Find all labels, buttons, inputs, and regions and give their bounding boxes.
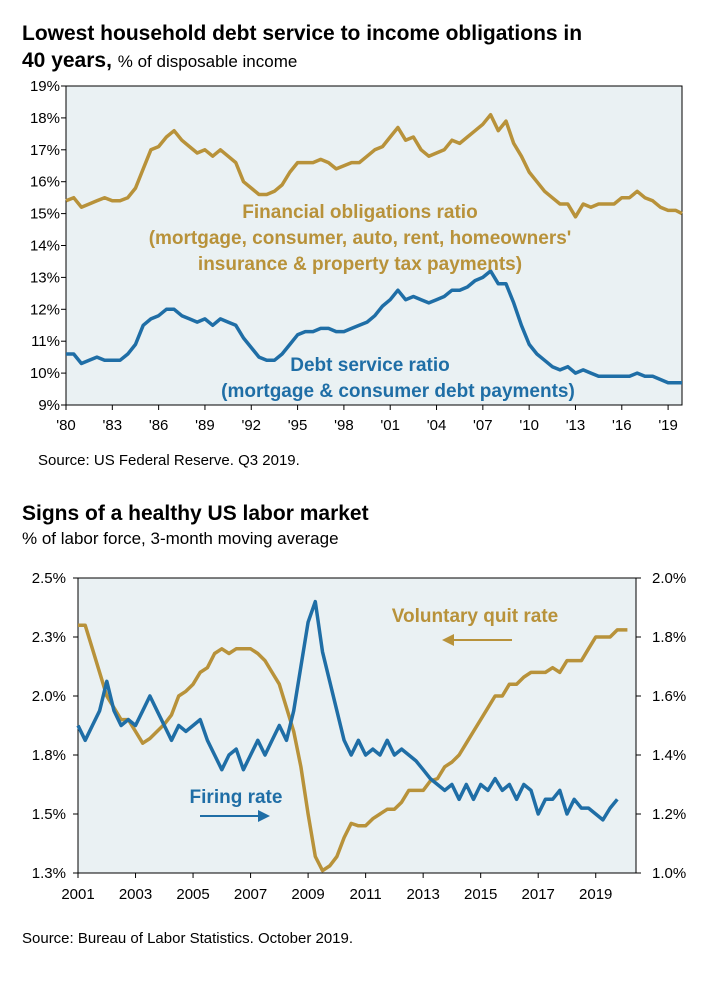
chart1-title-line2: 40 years,	[22, 49, 112, 72]
chart2-xtick-label: 2011	[349, 886, 381, 903]
chart2-svg: 1.3% 1.5% 1.8% 2.0% 2.3% 2.5% 1.0% 1.2% 1.4% 1.6%…	[32, 570, 686, 903]
chart2-header: Signs of a healthy US labor market % of …	[22, 500, 369, 551]
chart2-quit-arrow-head	[442, 634, 454, 646]
chart2-xtick-label: 2007	[234, 886, 267, 903]
chart2-source: Source: Bureau of Labor Statistics. Octo…	[22, 930, 354, 947]
chart1-xtick-label: '95	[288, 417, 308, 434]
chart1-series-label-financial-obligations: (mortgage, consumer, auto, rent, homeown…	[149, 228, 572, 249]
chart1-svg: 9% 10% 11% 12% 13% 14% 15% 16% 17% 18% 19% '80 '83 '8…	[30, 78, 683, 434]
chart2-xtick-label: 2013	[406, 886, 439, 903]
chart1-ytick-label: 11%	[31, 333, 60, 350]
chart1-source: Source: US Federal Reserve. Q3 2019.	[38, 452, 300, 469]
chart1-series-line-financial-obligations	[65, 112, 683, 219]
chart1-series-label-debt-service: (mortgage & consumer debt payments)	[221, 381, 575, 402]
chart2-xtick-label: 2003	[119, 886, 152, 903]
chart1-xtick-label: '10	[519, 417, 539, 434]
chart1-xtick-label: '07	[473, 417, 493, 434]
chart1-series-label-financial-obligations: Financial obligations ratio	[242, 202, 477, 223]
chart1-xtick-label: '83	[103, 417, 123, 434]
chart1-series-line-debt-service	[66, 269, 682, 385]
chart2-title: Signs of a healthy US labor market	[22, 502, 369, 525]
chart2-left-ytick-label: 2.0%	[32, 688, 66, 705]
chart2-left-ytick-label: 1.5%	[32, 806, 66, 823]
chart1-ytick-label: 13%	[30, 269, 60, 286]
chart2-xtick-label: 2009	[291, 886, 324, 903]
chart2-xtick-label: 2015	[464, 886, 497, 903]
chart1-series-label-debt-service: Debt service ratio	[290, 355, 449, 376]
chart2-left-ytick-label: 1.3%	[32, 865, 66, 882]
chart1-ytick-label: 12%	[30, 301, 60, 318]
chart1-title-line1: Lowest household debt service to income …	[22, 22, 583, 45]
chart1-xtick-label: '01	[380, 417, 400, 434]
chart2-subtitle: % of labor force, 3-month moving average	[22, 529, 339, 548]
chart1-xtick-label: '04	[427, 417, 447, 434]
chart1-xtick-label: '89	[195, 417, 215, 434]
chart1-plot-area	[65, 85, 683, 406]
chart1-ytick-label: 14%	[30, 238, 60, 255]
chart1-xtick-label: '16	[612, 417, 632, 434]
chart1-ytick-label: 10%	[30, 365, 60, 382]
chart2-xtick-label: 2017	[522, 886, 555, 903]
chart2-series-line-firing-rate	[76, 599, 619, 822]
chart2-left-ytick-label: 2.5%	[32, 570, 66, 587]
chart2-series-line-quit-rate	[78, 623, 628, 873]
chart2-right-ytick-label: 1.4%	[652, 747, 686, 764]
chart1-ytick-label: 19%	[30, 78, 60, 95]
chart1-ytick-label: 17%	[30, 142, 60, 159]
chart2-firing-arrow-head	[258, 810, 270, 822]
chart2-right-ytick-label: 1.2%	[652, 806, 686, 823]
chart2-xtick-label: 2005	[176, 886, 209, 903]
chart2-right-ytick-label: 1.8%	[652, 629, 686, 646]
chart1-xtick-label: '98	[334, 417, 354, 434]
chart1-ytick-label: 18%	[30, 110, 60, 127]
chart1-xtick-label: '13	[566, 417, 586, 434]
chart2-left-ytick-label: 1.8%	[32, 747, 66, 764]
chart2-xtick-label: 2001	[61, 886, 94, 903]
chart2-right-ytick-label: 1.6%	[652, 688, 686, 705]
chart1-xtick-label: '19	[658, 417, 678, 434]
chart1-xtick-label: '86	[149, 417, 169, 434]
chart2-right-ytick-label: 2.0%	[652, 570, 686, 587]
chart1-subtitle: % of disposable income	[117, 52, 298, 71]
chart1-ytick-label: 9%	[38, 397, 60, 414]
chart1-xtick-label: '80	[56, 417, 76, 434]
chart1-series-label-financial-obligations: insurance & property tax payments)	[198, 254, 522, 275]
chart2-left-ytick-label: 2.3%	[32, 629, 66, 646]
chart1-xtick-label: '92	[241, 417, 261, 434]
chart1-ytick-label: 16%	[30, 174, 60, 191]
chart2-series-label-firing-rate: Firing rate	[190, 787, 283, 808]
chart2-xtick-label: 2019	[579, 886, 612, 903]
chart1-ytick-label: 15%	[30, 206, 60, 223]
chart2-series-label-quit-rate: Voluntary quit rate	[392, 606, 558, 627]
chart2-right-ytick-label: 1.0%	[652, 865, 686, 882]
chart1-header: Lowest household debt service to income …	[22, 20, 582, 75]
